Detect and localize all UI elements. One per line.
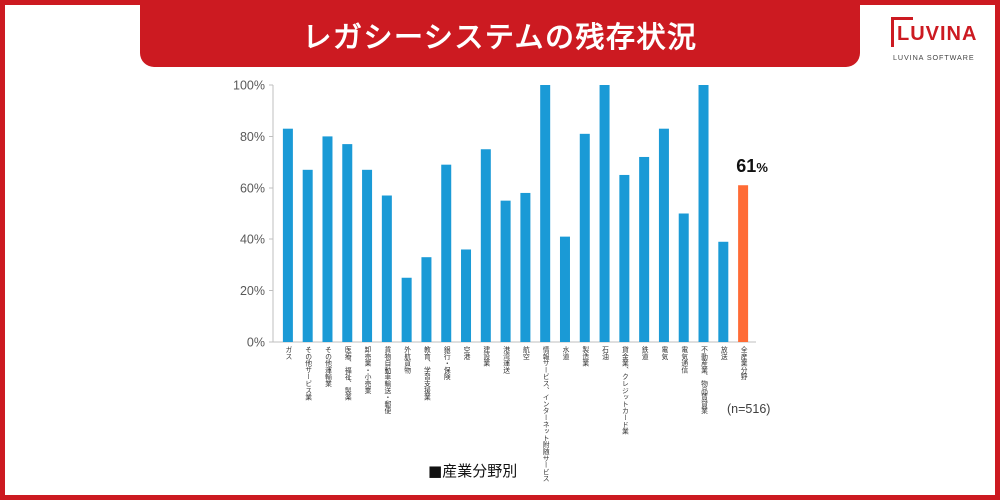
chart-bars — [282, 85, 749, 342]
bar — [619, 174, 630, 342]
luvina-bracket-icon — [891, 17, 913, 47]
bar — [500, 200, 511, 342]
y-tick-label: 20% — [240, 284, 265, 298]
chart-axes: 0% 20% 40% 60% 80% 100% — [233, 79, 756, 350]
bar — [599, 85, 610, 342]
bar — [579, 133, 590, 342]
bar — [639, 156, 650, 342]
y-tick-label: 0% — [247, 336, 265, 350]
title-banner: レガシーシステムの残存状況 — [140, 0, 860, 67]
bar — [302, 169, 313, 342]
y-tick-label: 100% — [233, 79, 265, 93]
y-tick-label: 40% — [240, 233, 265, 247]
y-tick-label: 80% — [240, 130, 265, 144]
bar — [421, 257, 432, 342]
bar — [441, 164, 452, 342]
bar — [678, 213, 689, 342]
bar — [540, 85, 551, 342]
bar-highlight — [738, 185, 749, 342]
chart-legend: ■産業分野別 — [428, 462, 517, 480]
legend-label: 産業分野別 — [442, 462, 518, 480]
legend-marker: ■ — [428, 462, 443, 480]
bar — [559, 236, 570, 342]
bar — [362, 169, 373, 342]
sample-size-note: (n=516) — [727, 402, 771, 416]
page-title: レガシーシステムの残存状況 — [302, 20, 698, 54]
data-label-unit: % — [756, 160, 768, 175]
bar — [698, 85, 709, 342]
y-tick-label: 60% — [240, 181, 265, 195]
bar — [480, 149, 491, 342]
bar — [658, 128, 669, 342]
data-label: 61% — [736, 156, 768, 176]
chart-data-labels: 61% — [736, 156, 768, 176]
bar — [520, 192, 531, 342]
data-label-number: 61 — [736, 156, 756, 176]
bar — [461, 249, 472, 342]
bar — [342, 144, 353, 342]
bar — [718, 241, 729, 342]
bar — [381, 195, 392, 342]
luvina-logo: LUVINA LUVINA SOFTWARE — [889, 14, 981, 62]
bar — [401, 277, 412, 342]
bar — [322, 136, 333, 342]
logo-tagline: LUVINA SOFTWARE — [893, 53, 975, 62]
bar — [282, 128, 293, 342]
logo-wordmark: LUVINA — [897, 23, 978, 45]
